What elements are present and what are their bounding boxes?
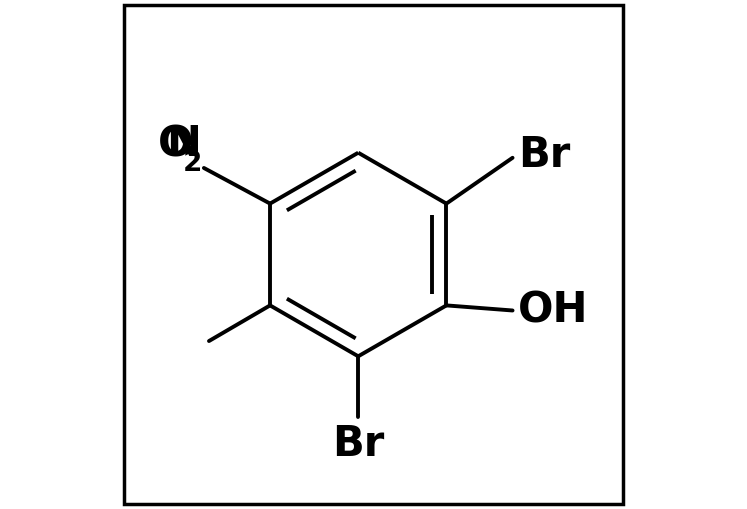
Text: 2: 2: [182, 149, 202, 177]
Text: Br: Br: [332, 423, 385, 466]
Text: Br: Br: [518, 134, 570, 176]
Text: OH: OH: [518, 290, 588, 331]
Text: O: O: [158, 123, 193, 165]
Text: N: N: [167, 123, 202, 165]
